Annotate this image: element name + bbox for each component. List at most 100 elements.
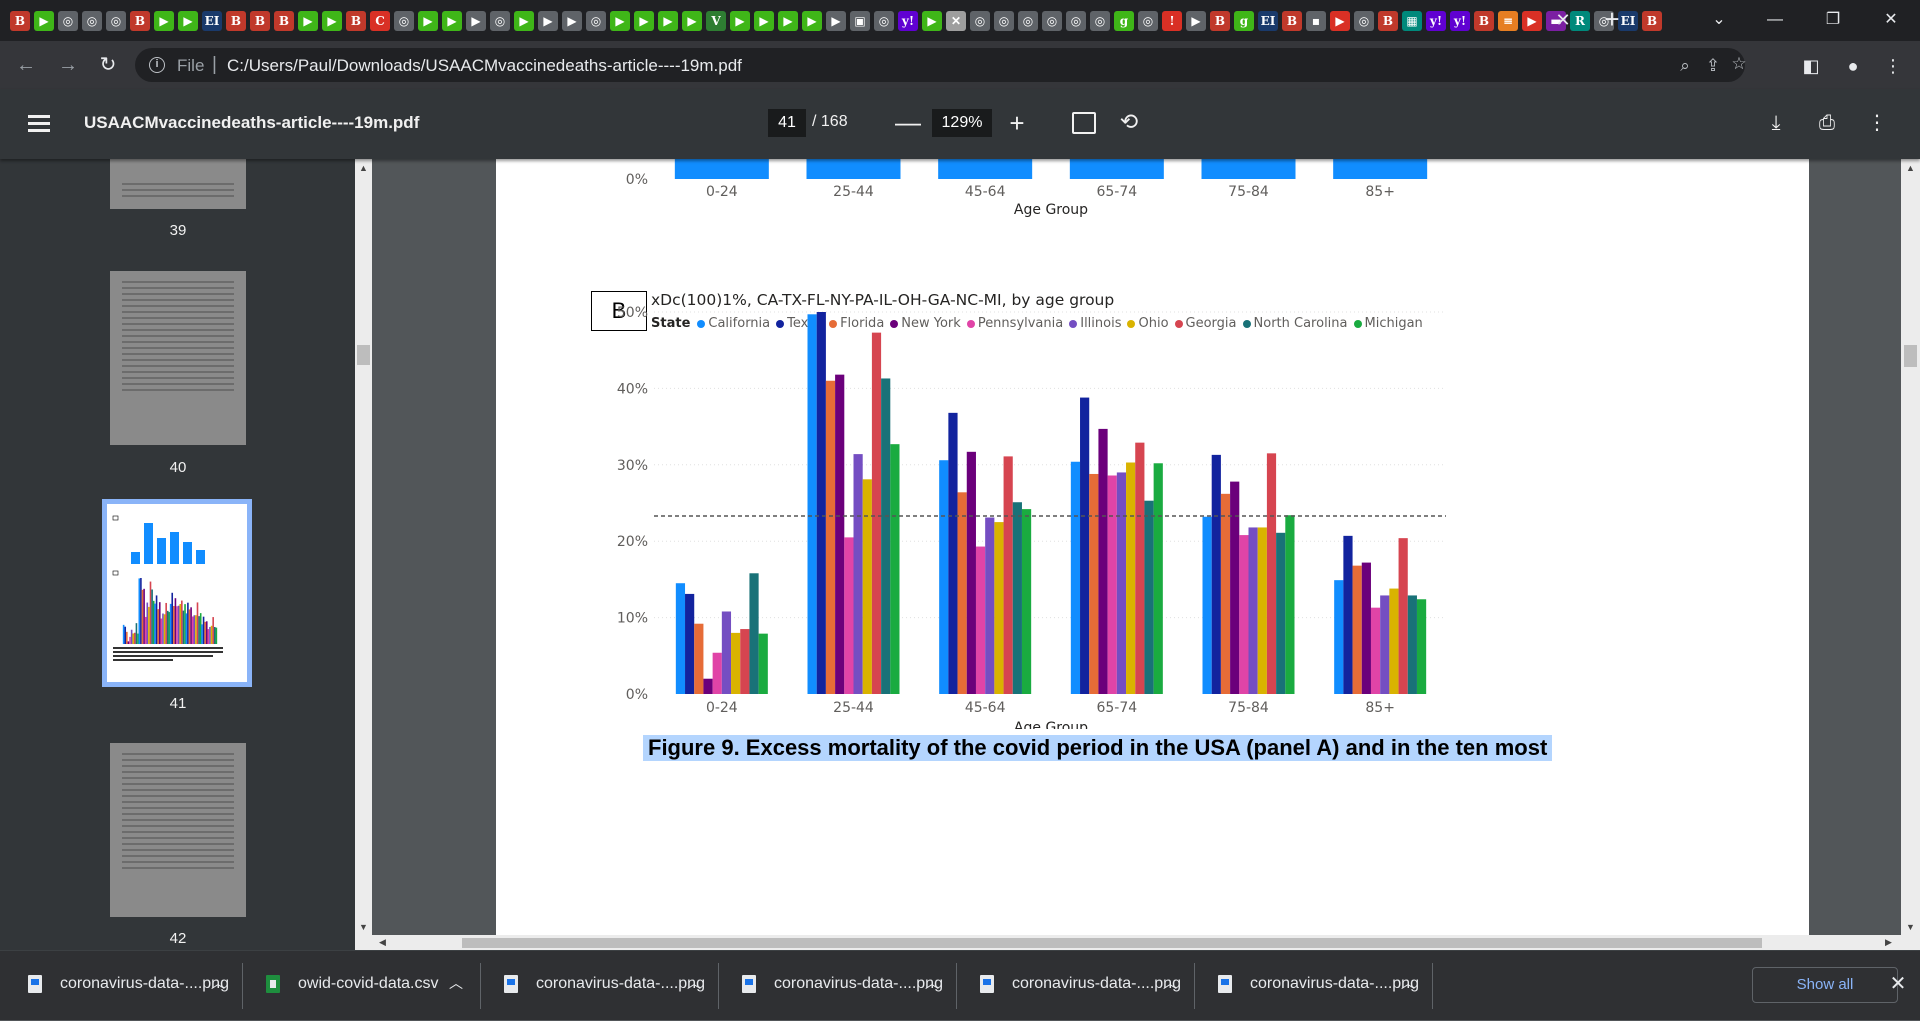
page-thumbnail-41-selected[interactable] xyxy=(102,499,252,687)
bar-pennsylvania-0-24[interactable] xyxy=(712,652,722,694)
tab-favicon-icon[interactable]: B xyxy=(250,11,270,31)
bar-north-carolina-25-44[interactable] xyxy=(881,378,891,694)
zoom-level-input[interactable]: 129% xyxy=(932,109,992,137)
info-icon[interactable]: i xyxy=(149,57,165,73)
restore-button[interactable]: ❐ xyxy=(1825,11,1841,28)
bar-illinois-25-44[interactable] xyxy=(853,454,863,694)
tab-favicon-icon[interactable]: B xyxy=(346,11,366,31)
tab-favicon-icon[interactable]: ▶ xyxy=(442,11,462,31)
bar-pennsylvania-75-84[interactable] xyxy=(1239,535,1249,694)
bar-california-0-24[interactable] xyxy=(675,583,686,694)
bar-texas-45-64[interactable] xyxy=(948,412,958,694)
bar-north-carolina-0-24[interactable] xyxy=(749,573,759,694)
tab-favicon-icon[interactable]: ◎ xyxy=(1138,11,1158,31)
zoom-in-button[interactable]: + xyxy=(1009,108,1025,138)
tab-favicon-icon[interactable]: ▶ xyxy=(730,11,750,31)
panel-a-bar[interactable] xyxy=(938,159,1033,179)
bar-florida-45-64[interactable] xyxy=(957,492,967,694)
bar-illinois-85+[interactable] xyxy=(1380,595,1390,694)
bar-georgia-25-44[interactable] xyxy=(871,332,882,694)
close-download-shelf-button[interactable]: ✕ xyxy=(1889,973,1907,995)
panel-a-bar[interactable] xyxy=(1069,159,1164,179)
tab-favicon-icon[interactable]: ▶ xyxy=(1330,11,1350,31)
pdf-viewer-area[interactable]: ▲ ▼ 0% 0-24 25-44 45-64 65-74 75-84 85+ Age G… xyxy=(355,159,1920,950)
sidebar-scrollbar[interactable]: ▲ ▼ xyxy=(355,159,372,935)
print-icon[interactable]: ⎙ xyxy=(1819,112,1835,134)
bar-texas-75-84[interactable] xyxy=(1211,454,1221,694)
tab-search-icon[interactable]: ⌄ xyxy=(1712,11,1726,28)
sidebar-menu-icon[interactable] xyxy=(28,112,56,136)
download-options-chevron-icon[interactable]: ︿ xyxy=(687,975,701,991)
download-item[interactable]: coronavirus-data-....png ︿ xyxy=(1190,951,1428,1021)
tab-favicon-icon[interactable]: ▶ xyxy=(562,11,582,31)
bar-texas-25-44[interactable] xyxy=(816,312,826,694)
bar-california-85+[interactable] xyxy=(1334,580,1344,694)
bar-new-york-65-74[interactable] xyxy=(1098,428,1108,694)
bar-georgia-85+[interactable] xyxy=(1398,538,1408,694)
tab-favicon-icon[interactable]: V xyxy=(706,11,726,31)
bar-florida-0-24[interactable] xyxy=(694,623,704,694)
bar-michigan-85+[interactable] xyxy=(1416,599,1427,694)
download-options-chevron-icon[interactable]: ︿ xyxy=(449,975,463,991)
download-item[interactable]: coronavirus-data-....png ︿ xyxy=(714,951,952,1021)
bar-pennsylvania-25-44[interactable] xyxy=(844,537,854,694)
download-options-chevron-icon[interactable]: ︿ xyxy=(1401,975,1415,991)
bar-illinois-0-24[interactable] xyxy=(721,611,732,694)
tab-favicon-icon[interactable]: B xyxy=(1474,11,1494,31)
tab-close-button[interactable]: ✕ xyxy=(1555,10,1571,30)
tab-favicon-icon[interactable]: ▣ xyxy=(850,11,870,31)
bar-california-75-84[interactable] xyxy=(1202,516,1212,694)
chrome-menu-icon[interactable]: ⋮ xyxy=(1884,56,1902,76)
bar-michigan-45-64[interactable] xyxy=(1021,509,1032,694)
tab-favicon-icon[interactable]: ▦ xyxy=(1402,11,1422,31)
bar-florida-65-74[interactable] xyxy=(1089,473,1099,694)
bookmark-star-icon[interactable]: ☆ xyxy=(1731,54,1747,73)
bar-michigan-0-24[interactable] xyxy=(758,633,768,694)
bar-michigan-65-74[interactable] xyxy=(1153,463,1163,694)
download-icon[interactable]: ⤓ xyxy=(1771,112,1781,134)
tab-favicon-icon[interactable]: B xyxy=(1210,11,1230,31)
bar-ohio-25-44[interactable] xyxy=(862,479,872,694)
tab-favicon-icon[interactable]: ◎ xyxy=(106,11,126,31)
page-thumbnail-40[interactable] xyxy=(110,271,246,445)
legend-item[interactable]: North Carolina xyxy=(1242,316,1348,331)
new-tab-button[interactable]: + xyxy=(1604,4,1620,34)
tab-favicon-icon[interactable]: ▬ xyxy=(1546,11,1566,31)
tab-favicon-icon[interactable]: R xyxy=(1570,11,1590,31)
tab-favicon-icon[interactable]: B xyxy=(1642,11,1662,31)
bar-illinois-75-84[interactable] xyxy=(1248,527,1258,694)
download-item[interactable]: coronavirus-data-....png ︿ xyxy=(952,951,1190,1021)
tab-favicon-icon[interactable]: ▶ xyxy=(178,11,198,31)
panel-a-bar[interactable] xyxy=(674,159,769,179)
bar-new-york-85+[interactable] xyxy=(1361,562,1371,694)
tab-favicon-icon[interactable]: ◎ xyxy=(1066,11,1086,31)
legend-item[interactable]: Illinois xyxy=(1069,316,1121,331)
bar-pennsylvania-45-64[interactable] xyxy=(975,546,986,694)
bar-michigan-75-84[interactable] xyxy=(1285,515,1295,694)
bar-new-york-0-24[interactable] xyxy=(703,678,713,694)
tab-favicon-icon[interactable]: ◎ xyxy=(970,11,990,31)
bar-georgia-75-84[interactable] xyxy=(1266,453,1277,694)
download-options-chevron-icon[interactable]: ︿ xyxy=(1163,975,1177,991)
tab-favicon-icon[interactable]: ◎ xyxy=(1042,11,1062,31)
tab-favicon-icon[interactable]: ▶ xyxy=(298,11,318,31)
tab-favicon-icon[interactable]: ▶ xyxy=(418,11,438,31)
tab-favicon-icon[interactable]: ▶ xyxy=(1522,11,1542,31)
tab-favicon-icon[interactable]: ◎ xyxy=(1594,11,1614,31)
tab-favicon-icon[interactable]: ▶ xyxy=(754,11,774,31)
horizontal-scrollbar-thumb[interactable] xyxy=(462,938,1762,948)
rotate-icon[interactable]: ⟲ xyxy=(1119,109,1139,134)
tab-favicon-icon[interactable]: B xyxy=(10,11,30,31)
bar-ohio-45-64[interactable] xyxy=(994,522,1004,694)
tab-favicon-icon[interactable]: ▶ xyxy=(778,11,798,31)
bar-new-york-45-64[interactable] xyxy=(966,451,976,694)
tab-favicon-icon[interactable]: ◎ xyxy=(394,11,414,31)
tab-favicon-icon[interactable]: ▪ xyxy=(1306,11,1326,31)
tab-favicon-icon[interactable]: EI xyxy=(1258,11,1278,31)
tab-favicon-icon[interactable]: ◎ xyxy=(994,11,1014,31)
bar-north-carolina-45-64[interactable] xyxy=(1012,502,1022,694)
show-all-downloads-button[interactable]: Show all xyxy=(1752,967,1898,1003)
bar-north-carolina-75-84[interactable] xyxy=(1276,532,1286,694)
tab-favicon-icon[interactable]: ▶ xyxy=(682,11,702,31)
download-item[interactable]: coronavirus-data-....png ︿ xyxy=(0,951,238,1021)
